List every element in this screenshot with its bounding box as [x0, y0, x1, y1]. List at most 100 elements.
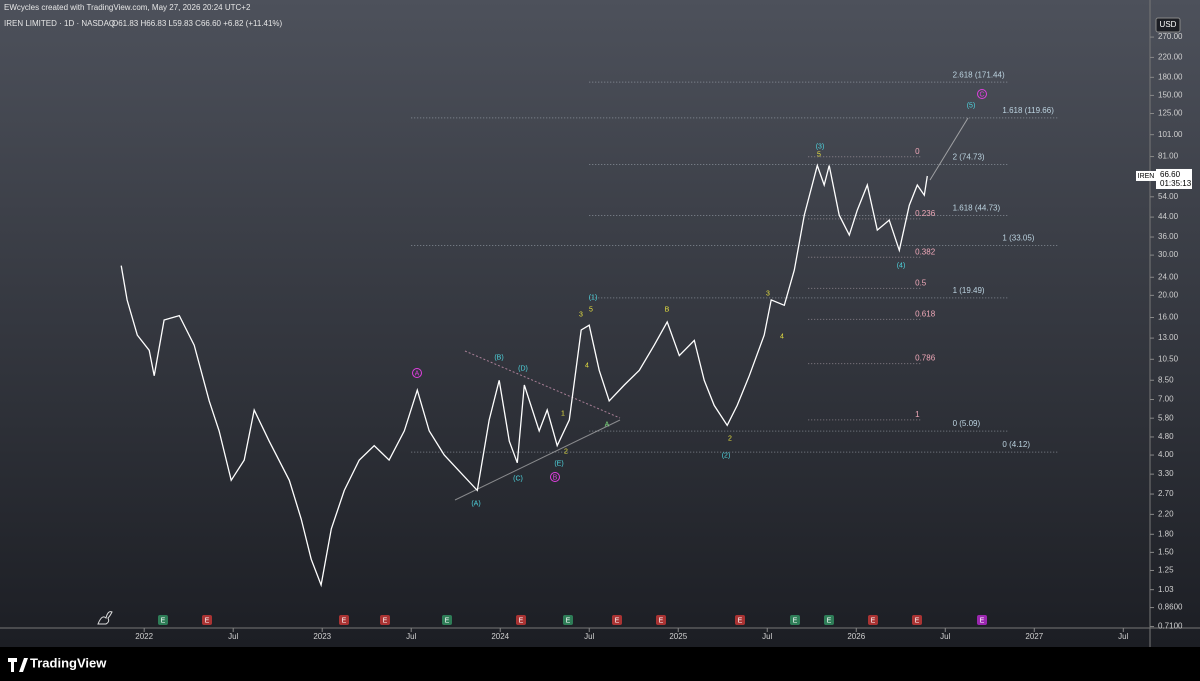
wave-label: (D): [518, 365, 528, 372]
symbol-title: IREN LIMITED · 1D · NASDAQ: [4, 19, 115, 28]
trend-line: [464, 350, 621, 419]
y-tick-label: 44.00: [1158, 212, 1179, 221]
x-tick-label: Jul: [762, 632, 772, 641]
chart-background: [0, 0, 1200, 647]
footer-bar: [0, 647, 1200, 681]
earnings-marker[interactable]: [790, 615, 800, 625]
fib-retracement-label: 0.382: [915, 247, 936, 256]
earnings-marker-label: E: [738, 617, 743, 624]
earnings-marker[interactable]: [158, 615, 168, 625]
earnings-marker[interactable]: [612, 615, 622, 625]
wave-label: A: [415, 370, 420, 377]
y-tick-label: 0.8600: [1158, 603, 1183, 612]
y-tick-label: 16.00: [1158, 313, 1179, 322]
y-tick-label: 1.25: [1158, 566, 1174, 575]
earnings-marker[interactable]: [442, 615, 452, 625]
y-tick-label: 2.70: [1158, 489, 1174, 498]
x-tick-label: 2022: [135, 632, 153, 641]
y-tick-label: 2.20: [1158, 509, 1174, 518]
fib-extension-label: 0 (4.12): [1002, 440, 1030, 449]
y-tick-label: 1.50: [1158, 547, 1174, 556]
earnings-marker[interactable]: [563, 615, 573, 625]
y-tick-label: 0.7100: [1158, 622, 1183, 631]
wave-label: 4: [585, 362, 589, 369]
y-tick-label: 5.80: [1158, 413, 1174, 422]
y-tick-label: 10.50: [1158, 354, 1179, 363]
fib-retracement-label: 0.236: [915, 209, 936, 218]
fib-extension-label: 2 (74.73): [953, 153, 985, 162]
price-tag-countdown: 01:35:13: [1160, 179, 1192, 188]
y-tick-label: 220.00: [1158, 53, 1183, 62]
fib-extension-label: 1 (33.05): [1002, 234, 1034, 243]
watermark-icon: [97, 611, 113, 625]
y-tick-label: 24.00: [1158, 272, 1179, 281]
earnings-marker[interactable]: [824, 615, 834, 625]
x-tick-label: 2026: [847, 632, 865, 641]
earnings-marker-label: E: [342, 617, 347, 624]
y-tick-label: 30.00: [1158, 250, 1179, 259]
earnings-marker[interactable]: [912, 615, 922, 625]
earnings-marker-label: E: [161, 617, 166, 624]
currency-button[interactable]: [1155, 17, 1181, 33]
earnings-marker-label: E: [871, 617, 876, 624]
earnings-marker[interactable]: [977, 615, 987, 625]
earnings-marker-label: E: [915, 617, 920, 624]
y-tick-label: 150.00: [1158, 91, 1183, 100]
fib-retracement-label: 0.5: [915, 278, 927, 287]
wave-label: (4): [897, 262, 906, 269]
earnings-marker[interactable]: [202, 615, 212, 625]
y-tick-label: 13.00: [1158, 333, 1179, 342]
earnings-marker-label: E: [566, 617, 571, 624]
credit: EWcycles created with TradingView.com, M…: [4, 3, 251, 12]
y-tick-label: 1.03: [1158, 585, 1174, 594]
wave-label: 4: [780, 333, 784, 340]
x-tick-label: Jul: [940, 632, 950, 641]
wave-label: (5): [967, 102, 976, 109]
fib-extension-label: 1.618 (119.66): [1002, 106, 1054, 115]
wave-label: (2): [722, 452, 731, 459]
wave-circle: [412, 368, 422, 378]
wave-label: (A): [471, 500, 480, 507]
earnings-marker[interactable]: [868, 615, 878, 625]
ohlc: O61.83 H66.83 L59.83 C66.60 +6.82 (+11.4…: [112, 19, 283, 28]
earnings-marker-label: E: [659, 617, 664, 624]
wave-label: (3): [816, 143, 825, 150]
earnings-marker[interactable]: [735, 615, 745, 625]
earnings-marker-label: E: [615, 617, 620, 624]
y-tick-label: 4.80: [1158, 432, 1174, 441]
y-tick-label: 125.00: [1158, 109, 1183, 118]
symbol-tag-label: IREN: [1138, 173, 1155, 180]
earnings-marker[interactable]: [516, 615, 526, 625]
x-tick-label: 2025: [669, 632, 687, 641]
earnings-marker[interactable]: [339, 615, 349, 625]
x-tick-label: Jul: [228, 632, 238, 641]
earnings-marker[interactable]: [656, 615, 666, 625]
wave-label: 5: [817, 151, 821, 158]
wave-label: 2: [564, 448, 568, 455]
y-tick-label: 3.30: [1158, 469, 1174, 478]
fib-retracement-label: 1: [915, 410, 920, 419]
wave-label: A: [605, 421, 610, 428]
currency[interactable]: USD: [1160, 20, 1177, 29]
x-tick-label: Jul: [584, 632, 594, 641]
wave-label: 3: [766, 290, 770, 297]
price-tag-value: 66.60: [1160, 170, 1181, 179]
logo-text: TradingView: [30, 655, 107, 670]
fib-extension-label: 2.618 (171.44): [953, 70, 1005, 79]
wave-circle: [977, 89, 987, 99]
wave-circle: [550, 472, 560, 482]
earnings-marker[interactable]: [380, 615, 390, 625]
price-tag: [1156, 168, 1192, 189]
y-tick-label: 20.00: [1158, 290, 1179, 299]
earnings-marker-label: E: [980, 617, 985, 624]
fib-retracement-label: 0: [915, 147, 920, 156]
x-tick-label: 2027: [1025, 632, 1043, 641]
wave-label: (C): [513, 475, 523, 482]
fib-retracement-label: 0.786: [915, 354, 936, 363]
fib-extension-label: 0 (5.09): [953, 419, 981, 428]
fib-extension-label: 1 (19.49): [953, 286, 985, 295]
y-tick-label: 4.00: [1158, 450, 1174, 459]
earnings-marker-label: E: [827, 617, 832, 624]
earnings-marker-label: E: [205, 617, 210, 624]
y-tick-label: 270.00: [1158, 32, 1183, 41]
